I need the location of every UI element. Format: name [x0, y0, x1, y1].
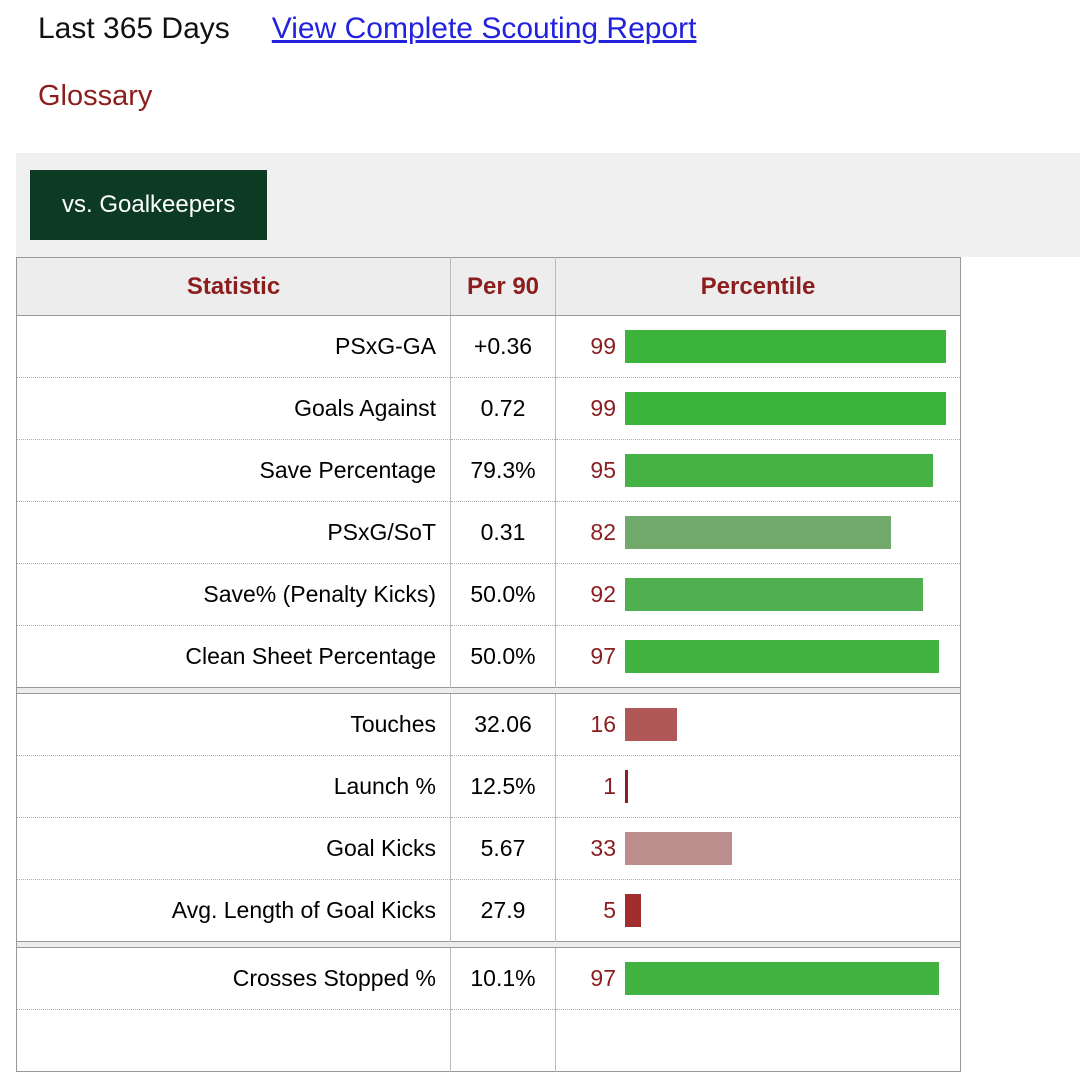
table-row: Crosses Stopped % 10.1% 97: [17, 947, 961, 1010]
per90-value: 10.1%: [450, 947, 556, 1010]
percentile-bar: [625, 516, 891, 549]
percentile-cell: 5: [555, 879, 961, 942]
table-row: Goals Against 0.72 99: [16, 377, 961, 440]
percentile-value: 99: [590, 395, 616, 421]
stat-label: Goals Against: [16, 377, 451, 440]
table-row: Save% (Penalty Kicks) 50.0% 92: [16, 563, 961, 626]
period-label: Last 365 Days: [38, 12, 230, 45]
percentile-cell: 92: [555, 563, 961, 626]
percentile-bar: [625, 832, 732, 865]
report-header: Last 365 Days View Complete Scouting Rep…: [0, 0, 1080, 46]
glossary-link[interactable]: Glossary: [38, 80, 153, 112]
stat-label: Clean Sheet Percentage: [16, 625, 451, 688]
percentile-cell: 82: [555, 501, 961, 564]
per90-value: 0.72: [450, 377, 556, 440]
section-separator: [16, 687, 961, 694]
percentile-value: 97: [590, 643, 616, 669]
per90-value: 79.3%: [450, 439, 556, 502]
percentile-value: 99: [590, 333, 616, 359]
section-separator: [16, 941, 961, 948]
percentile-value: 97: [590, 965, 616, 991]
table-header-row: Statistic Per 90 Percentile: [16, 257, 961, 316]
per90-value: 50.0%: [450, 625, 556, 688]
table-row: Save Percentage 79.3% 95: [16, 439, 961, 502]
percentile-bar: [625, 330, 946, 363]
table-row: PSxG-GA +0.36 99: [17, 315, 961, 378]
stat-label: Touches: [350, 711, 436, 737]
percentile-value: 16: [590, 711, 616, 737]
percentile-bar: [625, 640, 939, 673]
stats-tbody: PSxG-GA +0.36 99 Goals Against 0.72 99 Save Pe…: [16, 315, 961, 1072]
table-row: Goal Kicks 5.67 33: [16, 817, 961, 880]
percentile-bar: [625, 454, 933, 487]
glossary-row: Glossary: [0, 46, 1080, 113]
per90-value: +0.36: [450, 315, 556, 378]
table-row: Clean Sheet Percentage 50.0% 97: [16, 625, 961, 688]
percentile-bar: [625, 894, 641, 927]
table-row: Touches 32.06 16: [17, 693, 961, 756]
stat-label: Crosses Stopped %: [232, 965, 436, 991]
col-header-percentile: Percentile: [555, 257, 961, 316]
percentile-cell: 99: [556, 316, 961, 378]
per90-value: 0.31: [450, 501, 556, 564]
percentile-value: 92: [590, 581, 616, 607]
percentile-cell: 97: [555, 625, 961, 688]
percentile-cell: 16: [556, 694, 961, 756]
percentile-cell: 99: [555, 377, 961, 440]
scouting-table-section: vs. Goalkeepers Statistic Per 90 Percent…: [0, 153, 1080, 1072]
percentile-cell: 33: [555, 817, 961, 880]
tab-strip: vs. Goalkeepers: [16, 153, 1080, 257]
percentile-cell: 97: [556, 948, 961, 1010]
percentile-bar: [625, 708, 677, 741]
percentile-cell: 1: [555, 755, 961, 818]
per90-value: 5.67: [450, 817, 556, 880]
stat-label: Launch %: [16, 755, 451, 818]
stat-label: Avg. Length of Goal Kicks: [16, 879, 451, 942]
stat-label: Save% (Penalty Kicks): [16, 563, 451, 626]
percentile-value: 95: [590, 457, 616, 483]
table-row: PSxG/SoT 0.31 82: [16, 501, 961, 564]
per90-value: 12.5%: [450, 755, 556, 818]
percentile-bar: [625, 770, 628, 803]
tab-vs-goalkeepers[interactable]: vs. Goalkeepers: [30, 170, 268, 240]
table-row-partial: [16, 1009, 961, 1072]
table-row: Launch % 12.5% 1: [16, 755, 961, 818]
per90-value: 50.0%: [450, 563, 556, 626]
percentile-value: 1: [603, 773, 616, 799]
per90-value: 32.06: [450, 693, 556, 756]
stat-label: PSxG/SoT: [16, 501, 451, 564]
stat-label: Save Percentage: [16, 439, 451, 502]
table-row: Avg. Length of Goal Kicks 27.9 5: [16, 879, 961, 942]
percentile-bar: [625, 962, 939, 995]
per90-value: 27.9: [450, 879, 556, 942]
col-header-per90: Per 90: [450, 257, 556, 316]
percentile-cell: 95: [555, 439, 961, 502]
percentile-bar: [625, 578, 923, 611]
stat-label: Goal Kicks: [16, 817, 451, 880]
percentile-value: 33: [590, 835, 616, 861]
view-complete-report-link[interactable]: View Complete Scouting Report: [271, 12, 697, 45]
percentile-value: 82: [590, 519, 616, 545]
col-header-statistic: Statistic: [16, 257, 451, 316]
stat-label: PSxG-GA: [335, 333, 436, 359]
percentile-bar: [625, 392, 946, 425]
percentile-value: 5: [603, 897, 616, 923]
scouting-stats-table: Statistic Per 90 Percentile PSxG-GA +0.36…: [16, 257, 961, 1072]
